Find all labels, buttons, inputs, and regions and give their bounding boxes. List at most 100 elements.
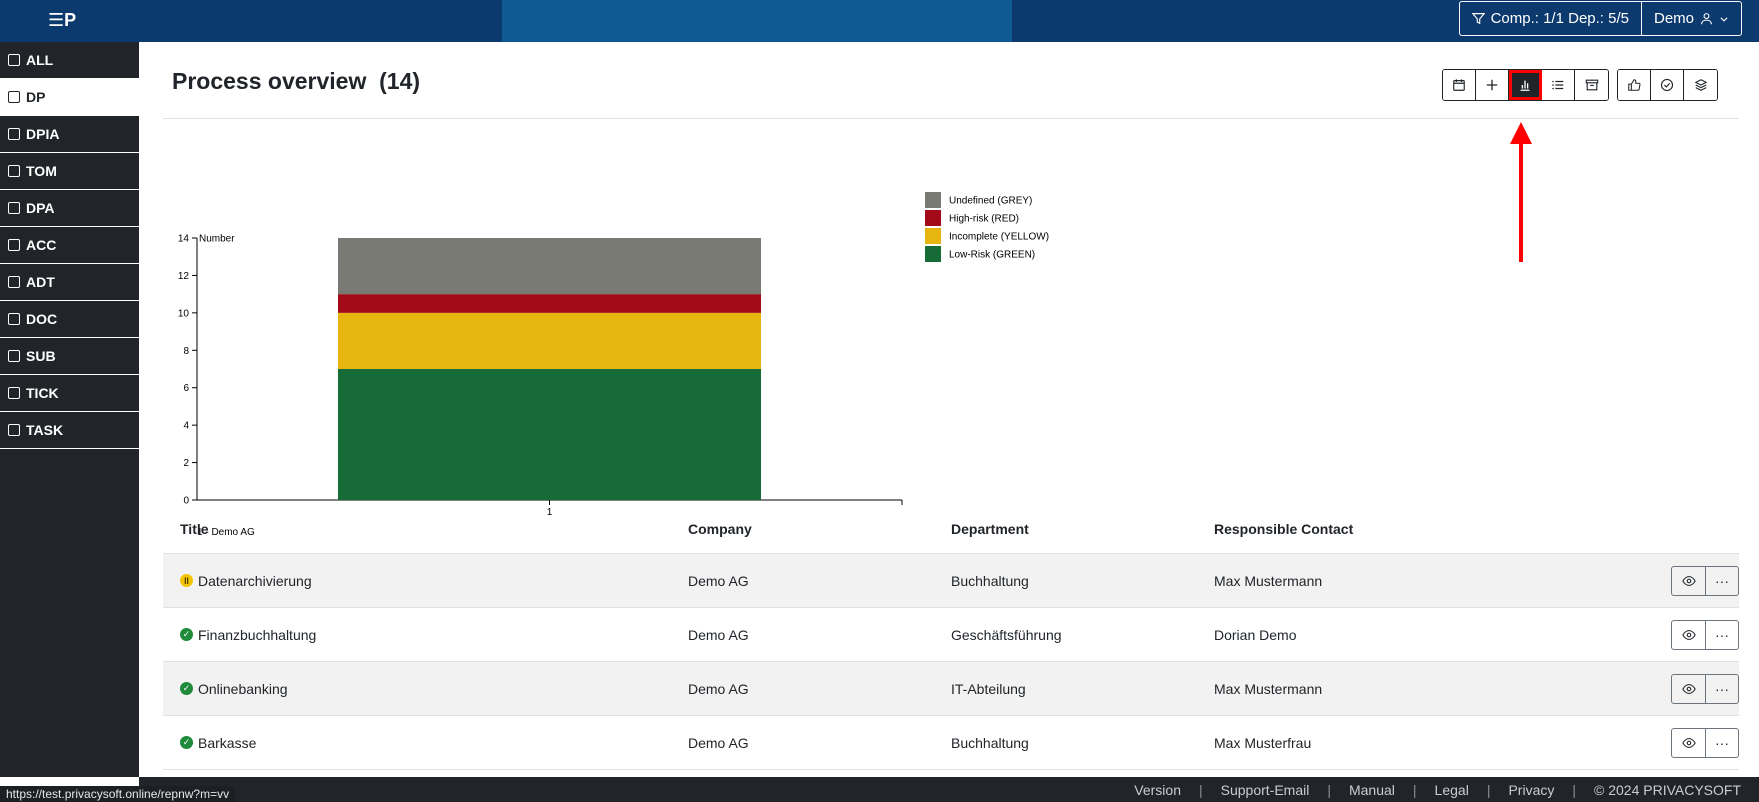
thumbs-up-icon (1628, 79, 1641, 91)
share-icon (8, 202, 20, 214)
row-company: Demo AG (688, 572, 749, 589)
sidebar-item-tom[interactable]: TOM (0, 153, 139, 190)
row-company: Demo AG (688, 626, 749, 643)
more-button[interactable]: ··· (1705, 674, 1738, 703)
file-icon (8, 424, 20, 436)
table-row[interactable]: ✓ Barkasse Demo AG Buchhaltung Max Musterfra… (163, 716, 1739, 770)
bar-segment-low-risk-green (338, 369, 761, 500)
row-company: Demo AG (688, 680, 749, 697)
row-title: Barkasse (198, 734, 257, 751)
page-title-text: Process overview (172, 68, 367, 94)
row-contact: Dorian Demo (1214, 626, 1297, 643)
col-contact-header[interactable]: Responsible Contact (1214, 520, 1354, 537)
y-axis-label: Number (199, 234, 235, 245)
app-logo[interactable]: ☰P (48, 10, 77, 30)
sidebar-item-label: DOC (26, 311, 58, 327)
footer-link-privacy[interactable]: Privacy (1508, 781, 1555, 798)
footer-copyright: © 2024 PRIVACYSOFT (1594, 781, 1741, 798)
layers-icon (1694, 79, 1707, 91)
y-tick-label: 0 (183, 496, 189, 507)
toolbar-group-views (1442, 69, 1609, 101)
sidebar-item-sub[interactable]: SUB (0, 338, 139, 375)
y-tick-label: 12 (178, 271, 190, 282)
sidebar-item-label: TICK (26, 385, 59, 401)
y-tick-label: 2 (183, 458, 189, 469)
table-row[interactable]: ✓ Onlinebanking Demo AG IT-Abteilung Max Mus… (163, 662, 1739, 716)
sidebar-item-tick[interactable]: TICK (0, 375, 139, 412)
check-button[interactable] (1651, 70, 1684, 100)
view-button[interactable] (1672, 567, 1705, 595)
sidebar-item-label: TASK (26, 422, 64, 438)
row-title-cell: ✓ Finanzbuchhaltung (163, 627, 688, 643)
more-button[interactable]: ··· (1705, 620, 1738, 649)
list-view-button[interactable] (1542, 70, 1575, 100)
x-axis-note: 1 - Demo AG (197, 527, 255, 538)
add-button[interactable] (1476, 70, 1509, 100)
col-title-header[interactable]: Title (180, 520, 209, 537)
row-actions: ··· (1624, 619, 1739, 650)
view-button[interactable] (1672, 621, 1705, 649)
col-department-header[interactable]: Department (951, 520, 1029, 537)
footer-link-version[interactable]: Version (1134, 781, 1181, 798)
compass-icon (8, 276, 20, 288)
footer-link-legal[interactable]: Legal (1434, 781, 1469, 798)
list-icon (1552, 80, 1564, 90)
view-button[interactable] (1672, 675, 1705, 703)
toolbar (1442, 69, 1718, 101)
y-tick-label: 8 (183, 346, 189, 357)
user-menu-button[interactable]: Demo (1640, 2, 1741, 35)
toolbar-group-status (1617, 69, 1718, 101)
footer-link-manual[interactable]: Manual (1348, 781, 1395, 798)
table-row[interactable]: ✓ Finanzbuchhaltung Demo AG Geschäftsführun… (163, 608, 1739, 662)
y-tick-label: 6 (183, 383, 189, 394)
layers-button[interactable] (1684, 70, 1717, 100)
row-contact: Max Mustermann (1214, 572, 1323, 589)
sidebar-item-all[interactable]: ALL (0, 42, 139, 79)
row-title-cell: ✓ Barkasse (163, 735, 688, 751)
footer-link-support-email[interactable]: Support-Email (1220, 781, 1310, 798)
sidebar-item-doc[interactable]: DOC (0, 301, 139, 338)
sidebar-item-label: DPIA (26, 126, 60, 142)
sidebar-item-adt[interactable]: ADT (0, 264, 139, 301)
folder-icon (8, 91, 20, 103)
sidebar-item-dp[interactable]: DP (0, 79, 139, 116)
archive-button[interactable] (1575, 70, 1608, 100)
footer-separator: | (1486, 781, 1491, 798)
calendar-button[interactable] (1443, 70, 1476, 100)
page-title-count: (14) (379, 68, 421, 94)
sidebar-item-task[interactable]: TASK (0, 412, 139, 449)
filter-button[interactable]: Comp.: 1/1 Dep.: 5/5 (1460, 2, 1641, 35)
clipboard-icon (8, 165, 20, 177)
user-icon (1701, 13, 1712, 25)
process-table: Title Company Department Responsible Con… (163, 504, 1739, 770)
process-chart: 0 2 4 6 8 10 12 14 Number 1 1 - Demo AG Undefined (… (178, 192, 1049, 538)
user-label: Demo (1653, 10, 1694, 27)
legend-entry: Undefined (GREY) (949, 196, 1032, 207)
sidebar-item-dpa[interactable]: DPA (0, 190, 139, 227)
row-actions: ··· (1624, 727, 1739, 758)
status-green-icon: ✓ (180, 682, 193, 695)
sidebar-item-label: ACC (26, 237, 57, 253)
legend-swatch (925, 228, 941, 244)
bar-segment-incomplete-yellow (338, 312, 761, 369)
folder-plus-icon (8, 350, 20, 362)
legend-swatch (925, 246, 941, 262)
chart-view-button[interactable] (1509, 70, 1542, 100)
y-tick-label: 14 (178, 234, 190, 245)
footer-separator: | (1199, 781, 1203, 798)
row-action-group: ··· (1671, 673, 1739, 704)
view-button[interactable] (1672, 729, 1705, 757)
approve-button[interactable] (1618, 70, 1651, 100)
more-button[interactable]: ··· (1705, 566, 1738, 595)
map-icon (8, 239, 20, 251)
table-row[interactable]: II Datenarchivierung Demo AG Buchhaltung Max… (163, 554, 1739, 608)
sidebar-item-label: DPA (26, 200, 55, 216)
sidebar-item-dpia[interactable]: DPIA (0, 116, 139, 153)
row-company: Demo AG (688, 734, 749, 751)
main-content: Process overview (14) (139, 42, 1759, 777)
navbar-center-band (502, 0, 1012, 42)
col-company-header[interactable]: Company (688, 520, 752, 537)
row-department: Buchhaltung (951, 734, 1029, 751)
more-button[interactable]: ··· (1705, 728, 1738, 757)
sidebar-item-acc[interactable]: ACC (0, 227, 139, 264)
